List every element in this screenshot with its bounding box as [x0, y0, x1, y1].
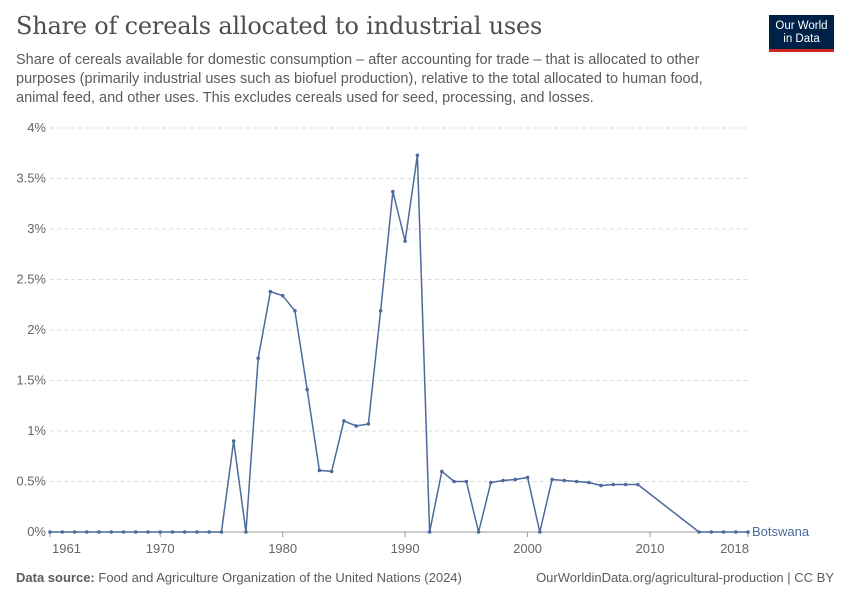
y-tick-label: 3% [27, 221, 46, 236]
data-point-0-32[interactable] [440, 469, 444, 474]
data-point-0-34[interactable] [464, 479, 469, 484]
data-point-0-44[interactable] [587, 480, 591, 485]
data-point-0-47[interactable] [623, 482, 628, 487]
series-label-0: Botswana [752, 524, 810, 539]
data-point-0-40[interactable] [538, 530, 542, 534]
data-point-0-24[interactable] [342, 419, 346, 423]
line-chart: 0%0.5%1%1.5%2%2.5%3%3.5%4% 1961 1970 1980 1… [16, 120, 810, 556]
data-point-0-50[interactable] [709, 530, 714, 534]
data-point-0-12[interactable] [195, 530, 199, 534]
y-tick-label: 2.5% [16, 272, 46, 287]
data-point-0-15[interactable] [231, 439, 236, 443]
data-point-0-26[interactable] [366, 422, 371, 426]
data-point-0-42[interactable] [562, 478, 567, 483]
y-axis-ticks: 0% 0.5% 1% 1.5% 2% 2.5% 3% 3.5% 4% [16, 120, 46, 539]
data-point-0-9[interactable] [158, 530, 163, 534]
x-tick-label: 1961 [52, 541, 81, 556]
data-point-0-14[interactable] [219, 530, 224, 534]
data-point-0-19[interactable] [280, 293, 285, 298]
series-line-0[interactable] [50, 154, 748, 533]
data-point-0-28[interactable] [391, 189, 395, 194]
data-point-0-30[interactable] [415, 153, 420, 158]
series-lines [48, 153, 750, 534]
data-point-0-6[interactable] [121, 530, 126, 534]
data-point-0-25[interactable] [354, 424, 358, 428]
data-point-0-48[interactable] [635, 482, 640, 487]
data-point-0-10[interactable] [170, 530, 175, 534]
data-point-0-3[interactable] [84, 530, 89, 534]
chart-subtitle: Share of cereals available for domestic … [16, 52, 703, 106]
data-point-0-43[interactable] [574, 479, 579, 484]
data-point-0-13[interactable] [207, 530, 211, 534]
data-point-0-46[interactable] [611, 482, 616, 487]
x-tick-label: 1980 [268, 541, 297, 556]
y-tick-label: 0.5% [16, 474, 46, 489]
y-tick-label: 3.5% [16, 171, 46, 186]
data-point-0-11[interactable] [182, 530, 187, 534]
data-point-0-53[interactable] [746, 530, 750, 534]
y-tick-label: 4% [27, 120, 46, 135]
chart-title: Share of cereals allocated to industrial… [16, 12, 543, 40]
data-point-0-35[interactable] [476, 530, 481, 534]
data-source: Data source: Food and Agriculture Organi… [16, 570, 462, 585]
data-point-0-16[interactable] [244, 530, 248, 534]
data-point-0-21[interactable] [305, 387, 309, 392]
logo-line-2: in Data [783, 32, 820, 45]
data-point-0-31[interactable] [427, 530, 432, 534]
data-source-text: Food and Agriculture Organization of the… [98, 570, 462, 585]
owid-logo[interactable]: Our World in Data [769, 15, 834, 52]
logo-line-1: Our World [775, 20, 828, 32]
data-point-0-51[interactable] [721, 530, 726, 534]
x-tick-label: 1970 [146, 541, 175, 556]
x-tick-label: 2018 [720, 541, 749, 556]
series-labels: Botswana [752, 524, 810, 539]
data-point-0-22[interactable] [317, 468, 322, 473]
data-point-0-38[interactable] [513, 477, 518, 482]
data-point-0-41[interactable] [550, 477, 554, 482]
data-point-0-27[interactable] [378, 309, 383, 313]
data-point-0-29[interactable] [403, 239, 407, 243]
data-point-0-52[interactable] [733, 530, 738, 534]
x-axis-ticks: 1961 1970 1980 1990 2000 2010 2018 [49, 532, 749, 556]
data-point-0-39[interactable] [525, 475, 530, 480]
y-tick-label: 1.5% [16, 373, 46, 388]
data-source-label: Data source: [16, 570, 95, 585]
grid-lines [50, 127, 748, 533]
data-point-0-0[interactable] [48, 530, 52, 534]
data-point-0-36[interactable] [489, 480, 493, 485]
source-url-link[interactable]: OurWorldinData.org/agricultural-producti… [536, 570, 834, 585]
data-point-0-20[interactable] [293, 309, 297, 313]
x-tick-label: 1990 [391, 541, 420, 556]
data-point-0-7[interactable] [133, 530, 138, 534]
y-tick-label: 1% [27, 423, 46, 438]
data-point-0-18[interactable] [268, 289, 273, 294]
data-point-0-8[interactable] [146, 530, 150, 534]
data-point-0-23[interactable] [329, 469, 334, 474]
data-point-0-33[interactable] [452, 479, 456, 484]
data-point-0-49[interactable] [697, 530, 701, 534]
y-tick-label: 2% [27, 322, 46, 337]
x-tick-label: 2000 [513, 541, 542, 556]
data-point-0-2[interactable] [72, 530, 77, 534]
y-tick-label: 0% [27, 524, 46, 539]
data-point-0-4[interactable] [97, 530, 101, 534]
data-point-0-1[interactable] [60, 530, 65, 534]
data-point-0-45[interactable] [599, 483, 603, 488]
data-point-0-17[interactable] [256, 356, 260, 361]
data-point-0-37[interactable] [501, 478, 505, 483]
data-point-0-5[interactable] [109, 530, 114, 534]
x-tick-label: 2010 [636, 541, 665, 556]
